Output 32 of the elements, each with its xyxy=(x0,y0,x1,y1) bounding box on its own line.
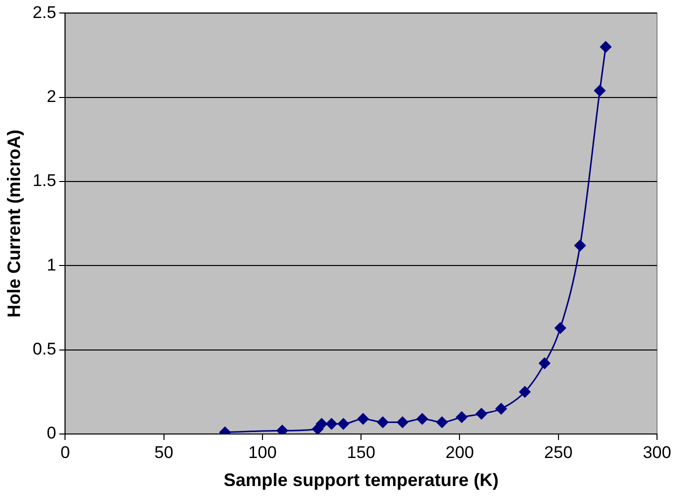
x-axis-title: Sample support temperature (K) xyxy=(224,470,499,490)
x-tick-label: 250 xyxy=(544,442,573,462)
point xyxy=(357,412,370,425)
x-tick-label: 200 xyxy=(446,442,474,462)
point xyxy=(600,40,612,53)
point xyxy=(518,386,531,398)
x-tick-label: 50 xyxy=(154,442,174,462)
point xyxy=(337,418,350,430)
y-axis-title: Hole Current (microA) xyxy=(4,130,24,318)
y-tick-label: 0 xyxy=(46,424,56,443)
point xyxy=(574,239,586,252)
point xyxy=(594,84,606,97)
point xyxy=(495,402,508,415)
point xyxy=(554,322,566,334)
x-tick-label: 0 xyxy=(60,442,70,462)
y-tick-label: 2.5 xyxy=(32,2,56,22)
point xyxy=(538,357,551,370)
y-tick-label: 0.5 xyxy=(32,340,56,359)
y-tick-label: 2 xyxy=(46,87,56,106)
point xyxy=(456,411,468,424)
point xyxy=(376,416,389,428)
point xyxy=(416,412,428,425)
y-tick-label: 1.5 xyxy=(32,171,56,190)
x-tick-label: 100 xyxy=(248,442,277,462)
x-tick-label: 300 xyxy=(642,442,672,462)
point xyxy=(326,418,338,430)
point xyxy=(396,416,409,428)
y-tick-label: 1 xyxy=(46,255,56,274)
point xyxy=(436,416,448,428)
x-tick-label: 150 xyxy=(346,442,376,462)
point xyxy=(475,408,488,420)
point xyxy=(316,418,328,430)
